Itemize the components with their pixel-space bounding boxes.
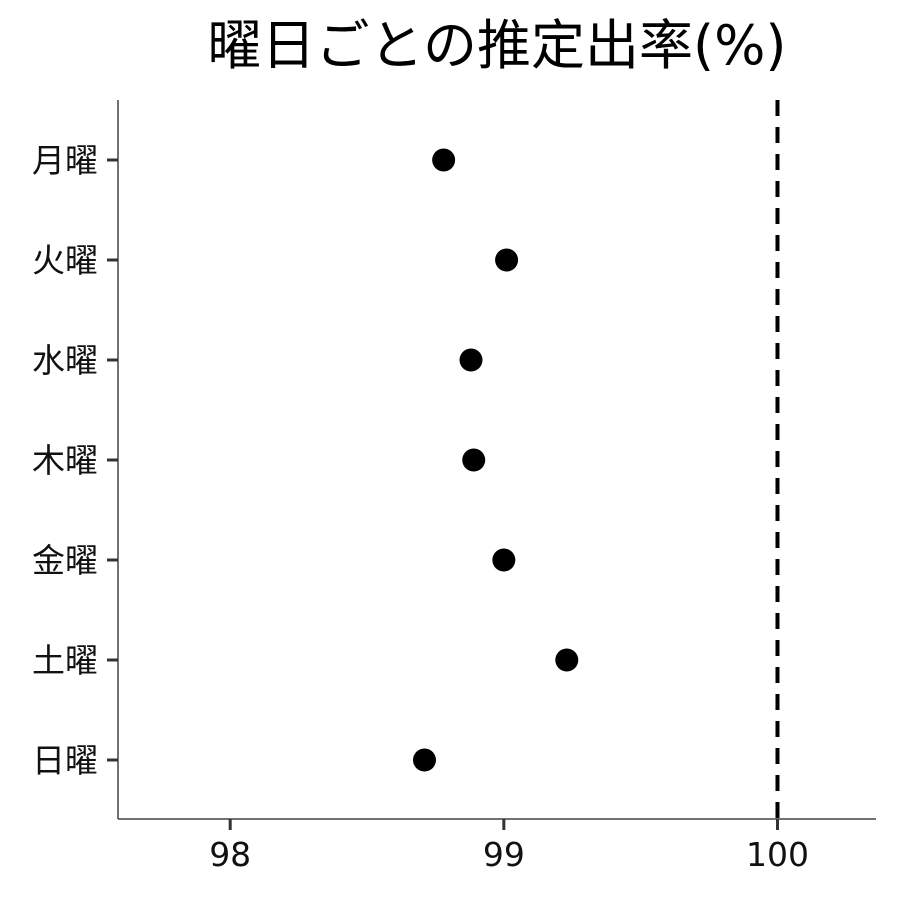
y-tick-label: 日曜: [32, 741, 98, 780]
y-tick-label: 木曜: [32, 441, 98, 480]
data-point: [412, 748, 436, 772]
data-point: [495, 248, 519, 272]
data-point: [459, 348, 483, 372]
y-tick-label: 水曜: [32, 341, 98, 380]
x-tick-label: 98: [209, 835, 251, 874]
data-point: [432, 148, 456, 172]
data-point: [462, 448, 486, 472]
y-tick-label: 土曜: [32, 641, 98, 680]
x-tick-label: 100: [746, 835, 809, 874]
x-tick-label: 99: [483, 835, 525, 874]
y-tick-label: 金曜: [32, 541, 98, 580]
data-points: [412, 148, 579, 772]
chart-title: 曜日ごとの推定出率(%): [208, 14, 787, 77]
y-tick-label: 火曜: [32, 241, 98, 280]
axes: [117, 100, 876, 820]
data-point: [492, 548, 516, 572]
y-tick-label: 月曜: [32, 141, 98, 180]
data-point: [555, 648, 579, 672]
x-axis-ticks: 98 99 100: [209, 819, 809, 874]
